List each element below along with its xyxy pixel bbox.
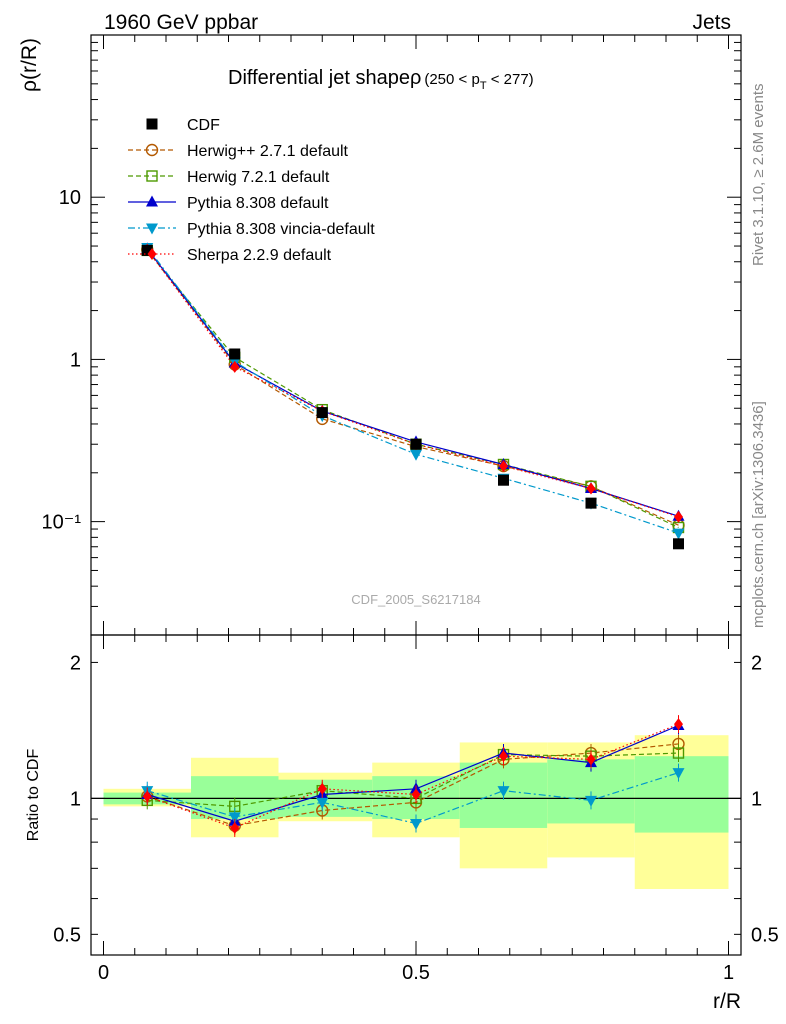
- legend-label-herwig-2-7-1-default: Herwig++ 2.7.1 default: [187, 143, 349, 160]
- main-panel: 10⁻¹ 1 10 ρ(r/R) Differential jet shapeρ (2…: [18, 34, 742, 636]
- data-point-cdf: [585, 497, 597, 509]
- ratio-series-sherpa-2-2-9-default: [142, 715, 683, 837]
- ratio-point-pythia-8-308-vincia-default: [585, 795, 597, 807]
- ratio-point-pythia-8-308-vincia-default: [672, 768, 685, 780]
- legend-label-cdf: CDF: [187, 117, 220, 134]
- rivet-version-label: Rivet 3.1.10, ≥ 2.6M events: [750, 84, 767, 267]
- legend-label-sherpa-2-2-9-default: Sherpa 2.2.9 default: [187, 247, 332, 264]
- data-point-pythia-8-308-vincia-default: [410, 449, 422, 461]
- legend-marker-pythia-8-308-default: [146, 195, 158, 207]
- legend-entry-herwig-2-7-1-default: Herwig++ 2.7.1 default: [128, 143, 349, 160]
- ratio-point-pythia-8-308-vincia-default: [316, 797, 329, 809]
- ratio-point-sherpa-2-2-9-default: [499, 750, 508, 763]
- ratio-ytick-label: 2: [70, 652, 81, 674]
- inner-band-bin: [634, 756, 729, 833]
- ratio-point-pythia-8-308-vincia-default: [228, 812, 241, 824]
- subtitle-subscript-t: T: [480, 80, 487, 92]
- ratio-point-herwig-7-2-1-default: [672, 747, 685, 759]
- data-point-sherpa-2-2-9-default: [230, 360, 240, 373]
- chart-title: Differential jet shapeρ (250 < pT < 277): [228, 67, 534, 92]
- data-point-cdf: [229, 348, 241, 360]
- ratio-point-pythia-8-308-vincia-default: [497, 786, 510, 798]
- ratio-point-sherpa-2-2-9-default: [317, 782, 327, 795]
- data-point-cdf: [673, 538, 684, 550]
- legend-marker-herwig-2-7-1-default: [145, 143, 159, 157]
- main-ytick-label: 10: [59, 187, 81, 209]
- legend-marker-pythia-8-308-vincia-default: [146, 223, 158, 235]
- ratio-panel: 0.5 0.5 1 1 2 2 0 0.5 1 Ratio to CDF r/R: [25, 634, 779, 1013]
- series-line-sherpa-2-2-9-default: [146, 249, 679, 518]
- data-point-sherpa-2-2-9-default: [674, 510, 683, 523]
- ratio-ytick-label: 0.5: [53, 924, 81, 946]
- ratio-ytick-label-right: 0.5: [751, 924, 779, 946]
- ratio-panel-frame: [90, 634, 742, 956]
- main-ytick-label: 1: [70, 349, 81, 371]
- main-panel-marks: [141, 242, 685, 550]
- ratio-xtick-label: 0: [98, 962, 109, 984]
- ratio-point-pythia-8-308-vincia-default: [410, 818, 422, 830]
- data-point-sherpa-2-2-9-default: [586, 482, 596, 495]
- process-label: Jets: [692, 11, 731, 34]
- legend-entry-pythia-8-308-vincia-default: Pythia 8.308 vincia-default: [128, 221, 375, 238]
- data-point-pythia-8-308-vincia-default: [672, 528, 685, 540]
- data-point-cdf: [410, 438, 422, 450]
- legend-label-pythia-8-308-vincia-default: Pythia 8.308 vincia-default: [187, 221, 375, 238]
- legend-label-pythia-8-308-default: Pythia 8.308 default: [187, 195, 329, 212]
- subtitle-rest: < 277): [487, 71, 534, 88]
- legend-marker-cdf: [146, 118, 158, 130]
- legend-entry-pythia-8-308-default: Pythia 8.308 default: [128, 195, 329, 212]
- x-axis-label: r/R: [713, 990, 741, 1013]
- legend-marker-sherpa-2-2-9-default: [147, 248, 157, 260]
- ratio-point-sherpa-2-2-9-default: [230, 821, 240, 834]
- ratio-ytick-label: 1: [70, 788, 81, 810]
- ratio-point-sherpa-2-2-9-default: [411, 788, 421, 801]
- main-ytick-label: 10⁻¹: [42, 512, 82, 534]
- series-pythia-8-308-default: [141, 242, 685, 521]
- analysis-label: CDF_2005_S6217184: [351, 592, 480, 607]
- legend-entry-cdf: CDF: [146, 117, 220, 134]
- ratio-ytick-label-right: 2: [751, 652, 762, 674]
- series-herwig-2-7-1-default: [141, 243, 685, 532]
- data-point-sherpa-2-2-9-default: [499, 460, 508, 473]
- ratio-ylabel: Ratio to CDF: [25, 749, 42, 842]
- series-cdf: [141, 244, 684, 550]
- series-herwig-7-2-1-default: [141, 244, 685, 534]
- ratio-xtick-label: 1: [723, 962, 734, 984]
- ratio-point-sherpa-2-2-9-default: [142, 790, 152, 803]
- series-line-herwig-2-7-1-default: [146, 249, 679, 526]
- main-panel-axes: 10⁻¹ 1 10: [42, 34, 741, 636]
- ratio-panel-axes: 0.5 0.5 1 1 2 2 0 0.5 1: [53, 635, 779, 984]
- uncertainty-bands: [91, 735, 741, 890]
- data-point-cdf: [498, 474, 509, 486]
- mcplots-label: mcplots.cern.ch [arXiv:1306.3436]: [750, 401, 767, 628]
- ratio-point-sherpa-2-2-9-default: [674, 718, 683, 731]
- legend: CDF Herwig++ 2.7.1 default Herwig 7.2.1 de…: [128, 117, 375, 264]
- chart-title-text: Differential jet shapeρ: [228, 67, 421, 89]
- series-pythia-8-308-vincia-default: [141, 242, 685, 540]
- ratio-ytick-label-right: 1: [751, 788, 762, 810]
- series-sherpa-2-2-9-default: [142, 243, 683, 523]
- energy-label: 1960 GeV ppbar: [104, 11, 258, 34]
- ratio-panel-marks: [141, 715, 685, 837]
- legend-label-herwig-7-2-1-default: Herwig 7.2.1 default: [187, 169, 330, 186]
- ratio-xtick-label: 0.5: [402, 962, 430, 984]
- ratio-point-sherpa-2-2-9-default: [586, 753, 596, 766]
- legend-marker-herwig-7-2-1-default: [146, 170, 158, 182]
- chart-subtitle-text: (250 < pT < 277): [424, 71, 533, 92]
- legend-entry-sherpa-2-2-9-default: Sherpa 2.2.9 default: [128, 247, 332, 264]
- series-line-pythia-8-308-default: [146, 248, 679, 517]
- legend-entry-herwig-7-2-1-default: Herwig 7.2.1 default: [128, 169, 330, 186]
- data-point-cdf: [141, 244, 153, 256]
- data-point-cdf: [316, 407, 328, 419]
- series-line-herwig-7-2-1-default: [146, 250, 679, 529]
- main-ylabel: ρ(r/R): [18, 38, 41, 92]
